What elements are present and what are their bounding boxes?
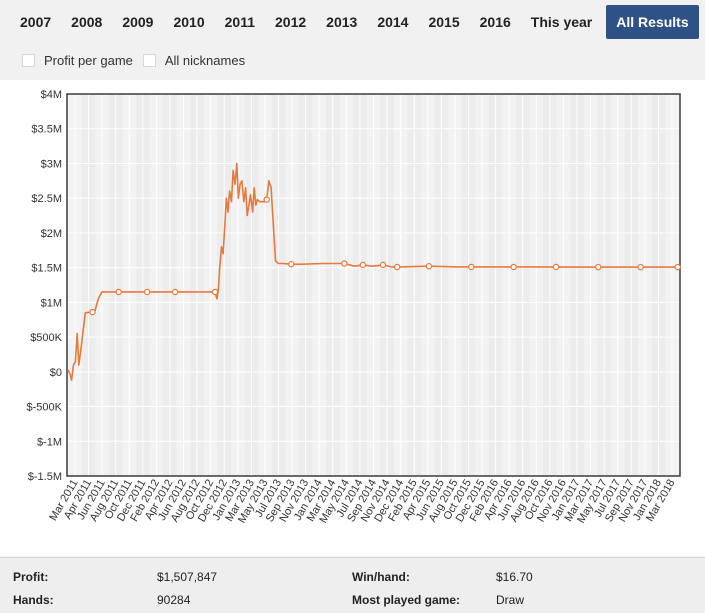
y-tick-label: $500K — [30, 332, 62, 344]
year-tab-2011[interactable]: 2011 — [224, 14, 255, 30]
hands-value: 90284 — [157, 593, 191, 607]
most-played-game-label: Most played game: — [352, 593, 461, 607]
profit-per-game-option[interactable]: Profit per game — [22, 53, 133, 68]
profit-point — [171, 288, 179, 296]
options-row: Profit per game All nicknames — [0, 48, 255, 72]
y-tick-label: $2.5M — [31, 193, 62, 205]
profit-point — [637, 263, 644, 271]
profit-point — [425, 263, 433, 270]
year-tab-2010[interactable]: 2010 — [173, 14, 205, 30]
plot-frame — [66, 93, 681, 477]
profit-chart-svg: $4M $3.5M $3M $2.5M $2M $1.5M $1M $500K $0 $-500K… — [27, 89, 681, 525]
all-nicknames-label: All nicknames — [164, 52, 246, 68]
profit-point — [510, 263, 517, 271]
profit-point — [379, 261, 387, 269]
win-per-hand-value: $16.70 — [496, 570, 533, 584]
profit-point — [89, 308, 96, 316]
y-tick-label: $-1M — [37, 436, 62, 448]
year-tab-2007[interactable]: 2007 — [20, 14, 52, 30]
year-tab-this-year[interactable]: This year — [530, 14, 593, 30]
profit-point — [263, 196, 270, 203]
profit-point — [674, 263, 681, 271]
profit-per-game-label: Profit per game — [44, 52, 133, 68]
profit-point — [211, 288, 219, 296]
y-tick-label: $-1.5M — [28, 471, 62, 483]
profit-point — [552, 263, 560, 271]
all-nicknames-checkbox[interactable] — [142, 53, 156, 67]
profit-point — [288, 260, 295, 268]
y-tick-label: $3.5M — [31, 124, 62, 136]
year-tab-2016[interactable]: 2016 — [479, 14, 511, 30]
y-tick-label: $2M — [41, 228, 62, 240]
profit-point — [393, 263, 401, 271]
profit-chart: $4M $3.5M $3M $2.5M $2M $1.5M $1M $500K $0 $-500K… — [0, 80, 705, 556]
y-tick-label: $3M — [41, 158, 62, 170]
profit-point — [341, 260, 348, 267]
win-per-hand-label: Win/hand: — [352, 570, 410, 584]
profit-value: $1,507,847 — [157, 570, 218, 584]
year-tab-2012[interactable]: 2012 — [275, 14, 307, 30]
y-tick-label: $1M — [41, 297, 62, 309]
year-tab-bar: 2007 2008 2009 2010 2011 2012 2013 2014 2015 2016… — [0, 0, 705, 44]
year-tab-2013[interactable]: 2013 — [326, 14, 358, 30]
hands-label: Hands: — [13, 593, 54, 607]
y-tick-label: $-500K — [27, 402, 63, 414]
profit-label: Profit: — [13, 570, 49, 584]
year-tab-2008[interactable]: 2008 — [71, 14, 103, 30]
all-nicknames-option[interactable]: All nicknames — [142, 52, 246, 68]
y-tick-label: $4M — [41, 89, 62, 101]
year-tab-2009[interactable]: 2009 — [122, 14, 154, 30]
profit-point — [143, 288, 151, 296]
profit-point — [115, 288, 122, 296]
year-tab-2014[interactable]: 2014 — [377, 14, 409, 30]
y-tick-label: $1.5M — [31, 263, 62, 275]
profit-point — [468, 263, 475, 271]
y-tick-label: $0 — [50, 367, 62, 379]
profit-per-game-checkbox[interactable] — [22, 53, 35, 67]
profit-point — [359, 261, 367, 269]
stats-panel: Profit: $1,507,847 Win/hand: $16.70 Hand… — [0, 557, 705, 613]
most-played-game-value: Draw — [496, 593, 525, 607]
year-tab-2015[interactable]: 2015 — [428, 14, 460, 30]
year-tab-all-results[interactable]: All Results — [606, 5, 699, 39]
profit-point — [595, 263, 602, 271]
